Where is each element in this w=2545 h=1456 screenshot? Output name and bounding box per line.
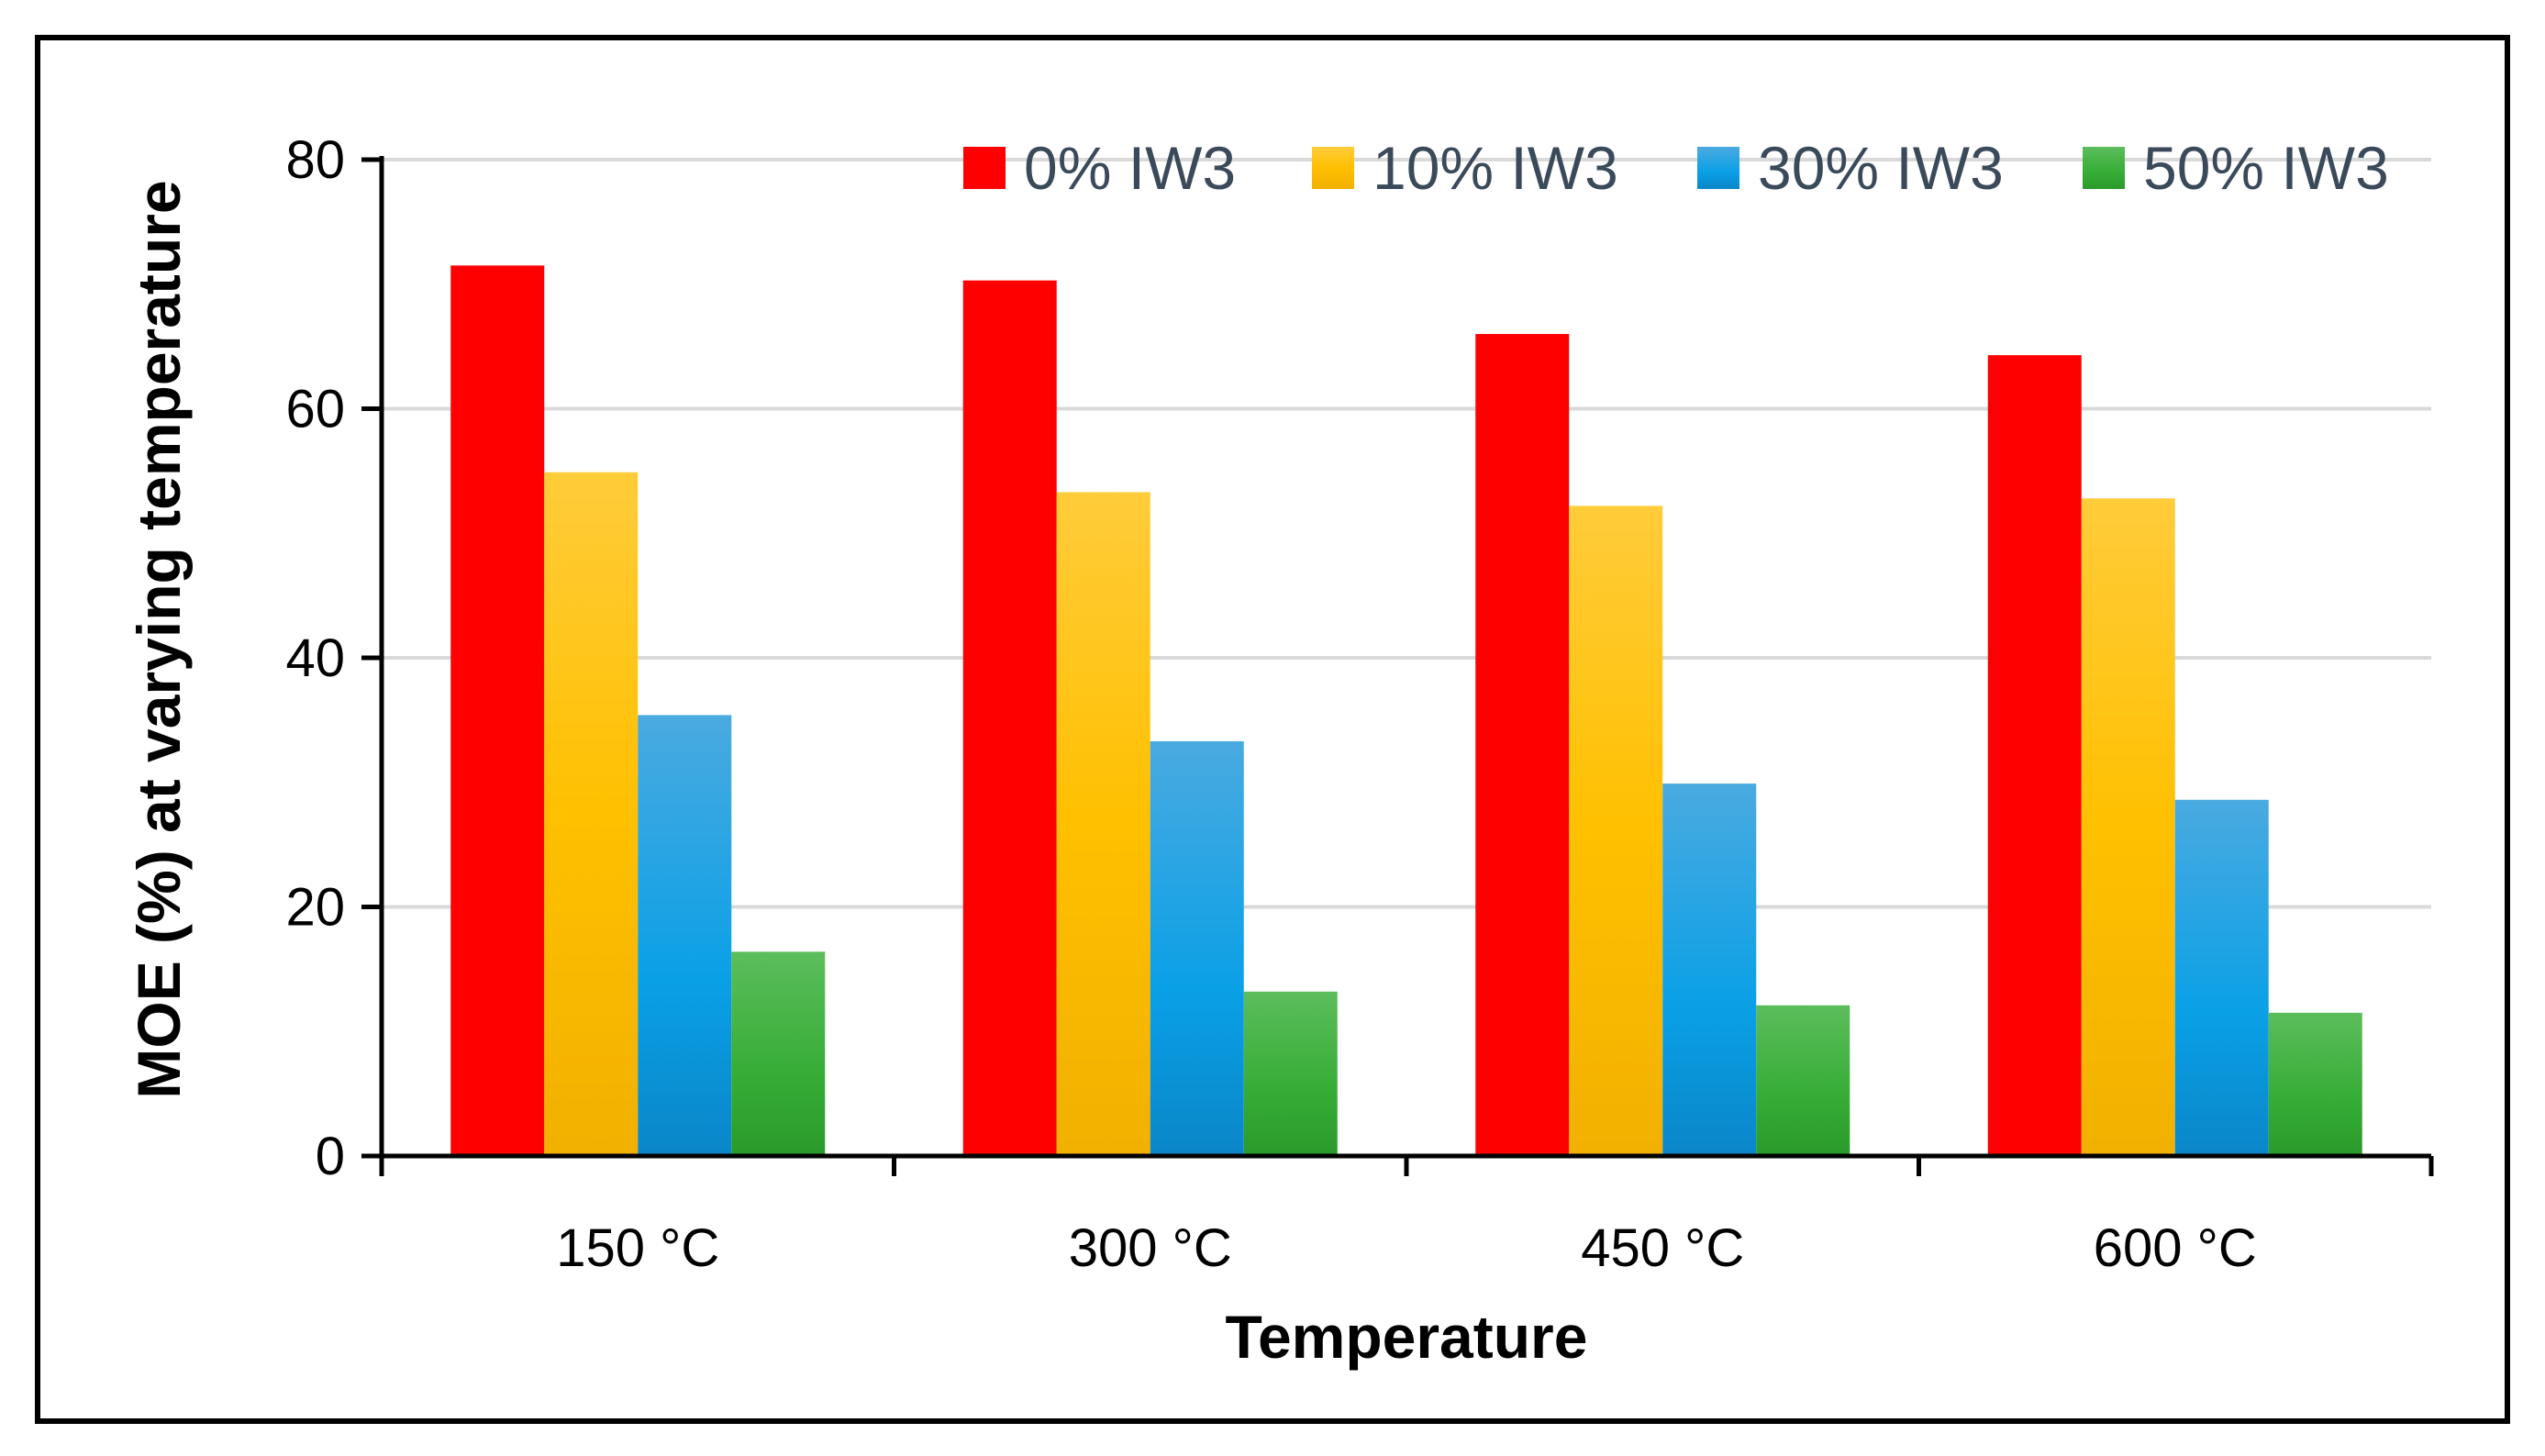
x-tick-label: 450 °C bbox=[1581, 1218, 1744, 1278]
legend-swatch bbox=[963, 147, 1006, 189]
y-axis-title: MOE (%) at varying temperature bbox=[125, 180, 193, 1098]
y-tick-label: 80 bbox=[285, 130, 345, 190]
bar bbox=[1987, 355, 2082, 1156]
y-tick-label: 20 bbox=[285, 878, 345, 938]
bar bbox=[731, 951, 826, 1156]
bar bbox=[2174, 799, 2269, 1156]
y-tick-label: 40 bbox=[285, 628, 345, 688]
bar bbox=[544, 472, 639, 1156]
bar bbox=[1756, 1005, 1850, 1156]
bar bbox=[450, 265, 545, 1156]
bar bbox=[1056, 492, 1150, 1156]
x-tick-label: 600 °C bbox=[2094, 1218, 2257, 1278]
bar bbox=[2268, 1012, 2362, 1156]
legend-label: 50% IW3 bbox=[2143, 134, 2389, 202]
bar bbox=[1243, 991, 1338, 1156]
legend: 0% IW3 10% IW3 30% IW3 50% IW3 bbox=[963, 134, 2389, 202]
bar bbox=[2081, 498, 2175, 1156]
legend-swatch bbox=[1312, 147, 1354, 189]
legend-label: 10% IW3 bbox=[1373, 134, 1618, 202]
bar bbox=[1475, 334, 1570, 1156]
legend-swatch bbox=[1697, 147, 1739, 189]
x-axis-title: Temperature bbox=[1226, 1303, 1588, 1371]
legend-swatch bbox=[2083, 147, 2125, 189]
bars bbox=[450, 265, 2362, 1156]
x-tick-label: 300 °C bbox=[1069, 1218, 1232, 1278]
legend-label: 30% IW3 bbox=[1758, 134, 2004, 202]
bar bbox=[1150, 740, 1244, 1156]
y-tick-label: 0 bbox=[316, 1127, 345, 1186]
bar bbox=[1662, 784, 1757, 1156]
bar bbox=[962, 280, 1057, 1156]
bar bbox=[1569, 506, 1663, 1156]
x-tick-label: 150 °C bbox=[556, 1218, 719, 1278]
legend-label: 0% IW3 bbox=[1024, 134, 1236, 202]
y-tick-label: 60 bbox=[285, 380, 345, 439]
axes: 0 20 40 60 80 150 °C 300 °C 450 °C 600 °C bbox=[285, 130, 2434, 1278]
bar bbox=[638, 715, 732, 1156]
